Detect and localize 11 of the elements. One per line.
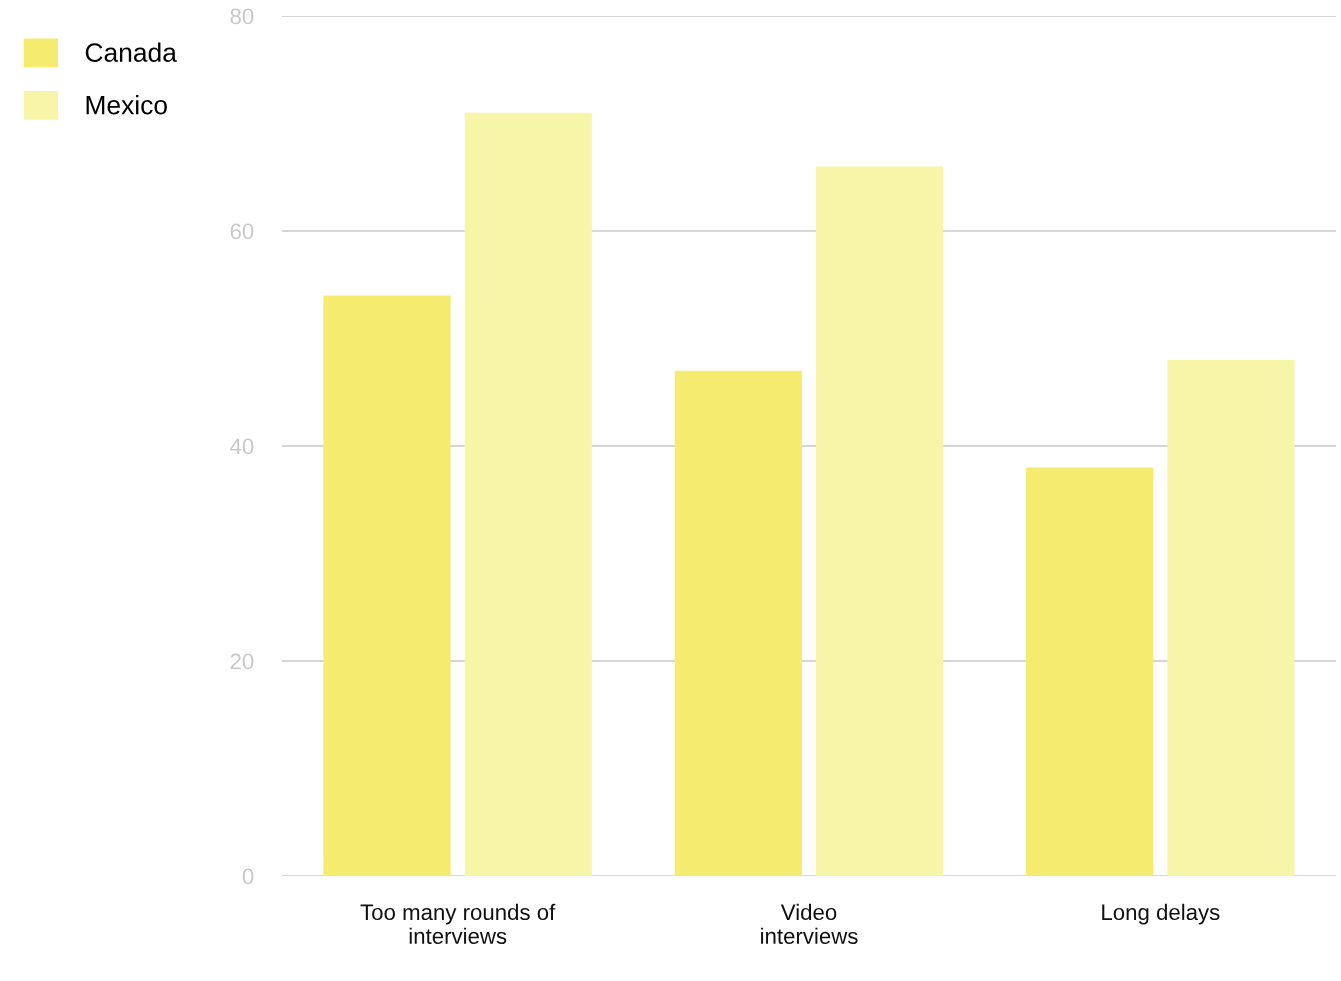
x-tick-label: Video interviews (761, 903, 858, 945)
bar (674, 370, 802, 876)
bar (1167, 360, 1295, 876)
bar (1026, 467, 1154, 876)
bar (323, 295, 451, 876)
x-tick-label: Too many rounds of interviews (360, 903, 556, 945)
bar (816, 166, 944, 876)
bar (464, 112, 592, 876)
legend-label: Canada (85, 42, 177, 62)
x-tick-label: Long delays (1102, 903, 1220, 925)
legend-label: Mexico (86, 95, 167, 115)
